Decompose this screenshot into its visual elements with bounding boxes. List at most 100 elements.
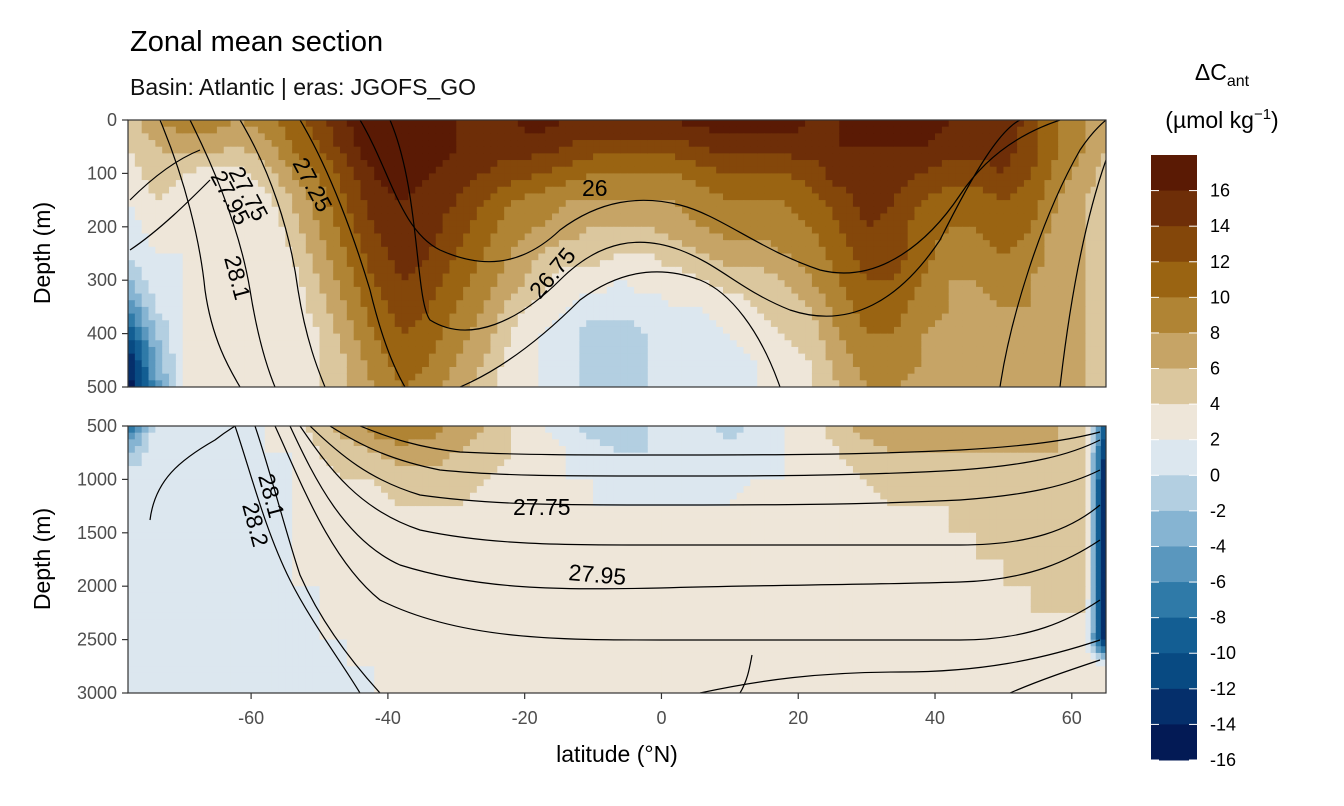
heatmap-cell xyxy=(661,260,669,268)
heatmap-cell xyxy=(914,260,922,268)
heatmap-cell xyxy=(394,166,403,174)
heatmap-cell xyxy=(757,120,765,128)
heatmap-cell xyxy=(285,140,293,148)
heatmap-cell xyxy=(374,293,382,301)
heatmap-cell xyxy=(1078,260,1087,268)
heatmap-cell xyxy=(832,313,840,321)
heatmap-cell xyxy=(435,126,444,134)
heatmap-cell xyxy=(558,153,567,161)
heatmap-cell xyxy=(463,220,471,228)
heatmap-cell xyxy=(463,346,471,355)
heatmap-cell xyxy=(257,206,266,215)
heatmap-cell xyxy=(1064,240,1073,248)
heatmap-cell xyxy=(1064,306,1073,315)
heatmap-cell xyxy=(907,260,916,268)
heatmap-cell xyxy=(606,120,615,128)
heatmap-cell xyxy=(216,120,225,128)
heatmap-cell xyxy=(982,206,991,215)
heatmap-cell xyxy=(791,300,799,308)
heatmap-cell xyxy=(969,213,977,221)
heatmap-cell xyxy=(640,213,649,221)
heatmap-cell xyxy=(155,220,163,228)
heatmap-cell xyxy=(237,340,245,348)
heatmap-cell xyxy=(613,233,622,241)
heatmap-cell xyxy=(1044,313,1052,321)
heatmap-cell xyxy=(1023,186,1032,195)
heatmap-cell xyxy=(510,346,519,355)
heatmap-cell xyxy=(182,320,191,328)
heatmap-cell xyxy=(825,133,834,141)
heatmap-cell xyxy=(1058,133,1066,141)
heatmap-cell xyxy=(579,260,587,268)
heatmap-cell xyxy=(989,240,998,248)
heatmap-cell xyxy=(558,126,567,134)
heatmap-cell xyxy=(681,226,690,235)
heatmap-cell xyxy=(517,226,526,235)
heatmap-cell xyxy=(552,306,560,315)
heatmap-cell xyxy=(244,293,252,301)
heatmap-cell xyxy=(319,273,327,281)
heatmap-cell xyxy=(1090,120,1097,128)
heatmap-cell xyxy=(723,193,731,201)
heatmap-cell xyxy=(928,126,936,134)
heatmap-cell xyxy=(989,126,998,134)
heatmap-cell xyxy=(681,220,690,228)
heatmap-cell xyxy=(442,213,451,221)
heatmap-cell xyxy=(292,166,300,174)
heatmap-cell xyxy=(716,220,724,228)
heatmap-cell xyxy=(456,313,464,321)
heatmap-cell xyxy=(531,313,539,321)
heatmap-cell xyxy=(716,166,724,174)
heatmap-cell xyxy=(189,160,197,168)
heatmap-cell xyxy=(941,320,950,328)
heatmap-cell xyxy=(647,266,656,275)
heatmap-cell xyxy=(613,253,622,261)
heatmap-cell xyxy=(873,160,881,168)
heatmap-cell xyxy=(1090,186,1097,195)
heatmap-cell xyxy=(312,180,321,188)
heatmap-cell xyxy=(442,120,451,128)
heatmap-cell xyxy=(381,146,389,154)
heatmap-cell xyxy=(962,313,970,321)
heatmap-cell xyxy=(750,146,758,154)
heatmap-cell xyxy=(148,353,156,361)
heatmap-cell xyxy=(811,206,820,215)
heatmap-cell xyxy=(900,260,909,268)
heatmap-cell xyxy=(935,313,943,321)
heatmap-cell xyxy=(169,213,177,221)
heatmap-cell xyxy=(442,326,451,335)
heatmap-cell xyxy=(128,320,136,328)
heatmap-cell xyxy=(729,240,738,248)
heatmap-cell xyxy=(586,166,594,174)
heatmap-cell xyxy=(469,140,478,148)
heatmap-cell xyxy=(285,260,293,268)
heatmap-cell xyxy=(989,253,998,261)
heatmap-cell xyxy=(148,226,156,235)
heatmap-cell xyxy=(353,253,362,261)
heatmap-cell xyxy=(230,226,239,235)
heatmap-cell xyxy=(579,180,587,188)
heatmap-cell xyxy=(935,220,943,228)
heatmap-cell xyxy=(1071,313,1080,321)
heatmap-cell xyxy=(606,333,615,341)
heatmap-cell xyxy=(1010,266,1018,275)
heatmap-cell xyxy=(989,186,998,195)
heatmap-cell xyxy=(634,240,642,248)
heatmap-cell xyxy=(914,293,922,301)
heatmap-cell xyxy=(264,153,273,161)
heatmap-cell xyxy=(210,186,218,195)
heatmap-cell xyxy=(469,273,478,281)
heatmap-cell xyxy=(989,206,998,215)
heatmap-cell xyxy=(1064,246,1073,255)
heatmap-cell xyxy=(264,220,273,228)
heatmap-cell xyxy=(333,280,341,288)
heatmap-cell xyxy=(244,300,252,308)
heatmap-cell xyxy=(805,180,813,188)
heatmap-cell xyxy=(182,266,191,275)
heatmap-cell xyxy=(811,193,820,201)
heatmap-cell xyxy=(189,280,197,288)
heatmap-cell xyxy=(210,266,218,275)
heatmap-cell xyxy=(716,260,724,268)
heatmap-cell xyxy=(463,266,471,275)
